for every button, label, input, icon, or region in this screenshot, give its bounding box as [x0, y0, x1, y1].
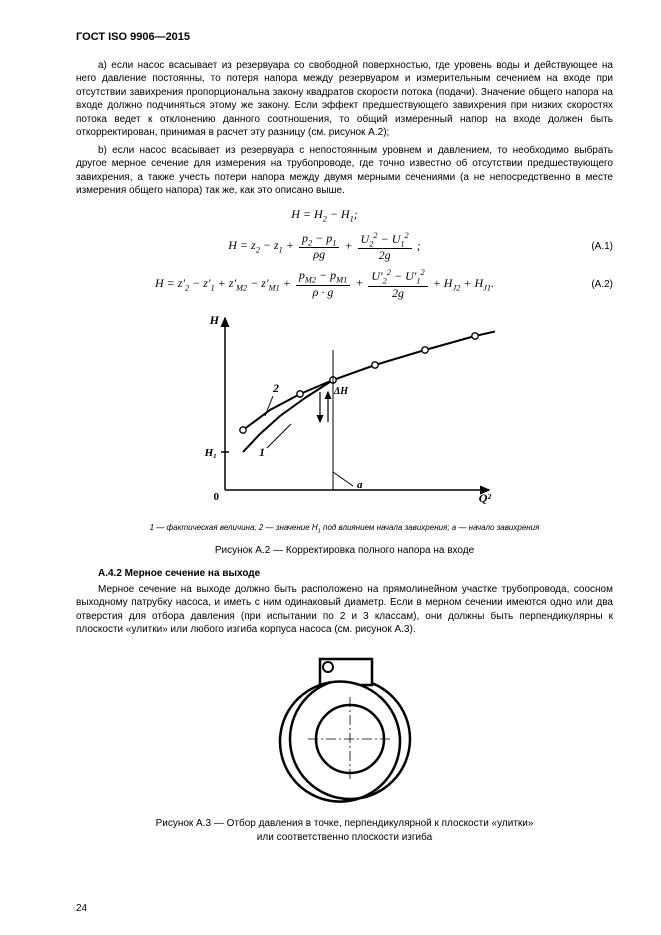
paragraph-b: b) если насос всасывает из резервуара с …	[76, 144, 613, 198]
figure-a2-legend: 1 — фактическая величина; 2 — значение H…	[76, 523, 613, 536]
formula-block: H = H2 − H1; H = z2 − z1 + p2 − p1ρg + U…	[76, 206, 613, 300]
figure-a3	[76, 647, 613, 812]
equation-number-a1: (A.1)	[573, 240, 613, 254]
volute-svg	[260, 647, 430, 807]
equation-a1: H = z2 − z1 + p2 − p1ρg + U22 − U122g ;	[76, 231, 573, 263]
svg-text:H₁: H₁	[203, 447, 216, 459]
svg-text:a: a	[357, 479, 363, 491]
document-header: ГОСТ ISO 9906—2015	[76, 30, 613, 45]
svg-text:2: 2	[272, 381, 279, 395]
chart-a2-svg: H Q² 0 H₁ a ΔH 1 2	[195, 310, 495, 510]
subheading-a42: A.4.2 Мерное сечение на выходе	[76, 567, 613, 581]
svg-text:ΔH: ΔH	[333, 386, 349, 397]
figure-a2-caption: Рисунок A.2 — Корректировка полного напо…	[76, 544, 613, 558]
figure-a2: H Q² 0 H₁ a ΔH 1 2	[76, 310, 613, 515]
equation-number-a2: (A.2)	[573, 278, 613, 292]
page-number: 24	[76, 902, 87, 916]
paragraph-a42: Мерное сечение на выходе должно быть рас…	[76, 583, 613, 637]
svg-text:H: H	[208, 313, 219, 327]
svg-text:Q²: Q²	[478, 491, 491, 505]
paragraph-a: a) если насос всасывает из резервуара со…	[76, 59, 613, 140]
equation-a2: H = z'2 − z'1 + z'M2 − z'M1 + pM2 − pM1ρ…	[76, 268, 573, 300]
figure-a3-caption: Рисунок A.3 — Отбор давления в точке, пе…	[76, 817, 613, 844]
equation-0: H = H2 − H1;	[76, 206, 573, 225]
svg-text:1: 1	[259, 445, 265, 459]
svg-text:0: 0	[213, 491, 219, 503]
